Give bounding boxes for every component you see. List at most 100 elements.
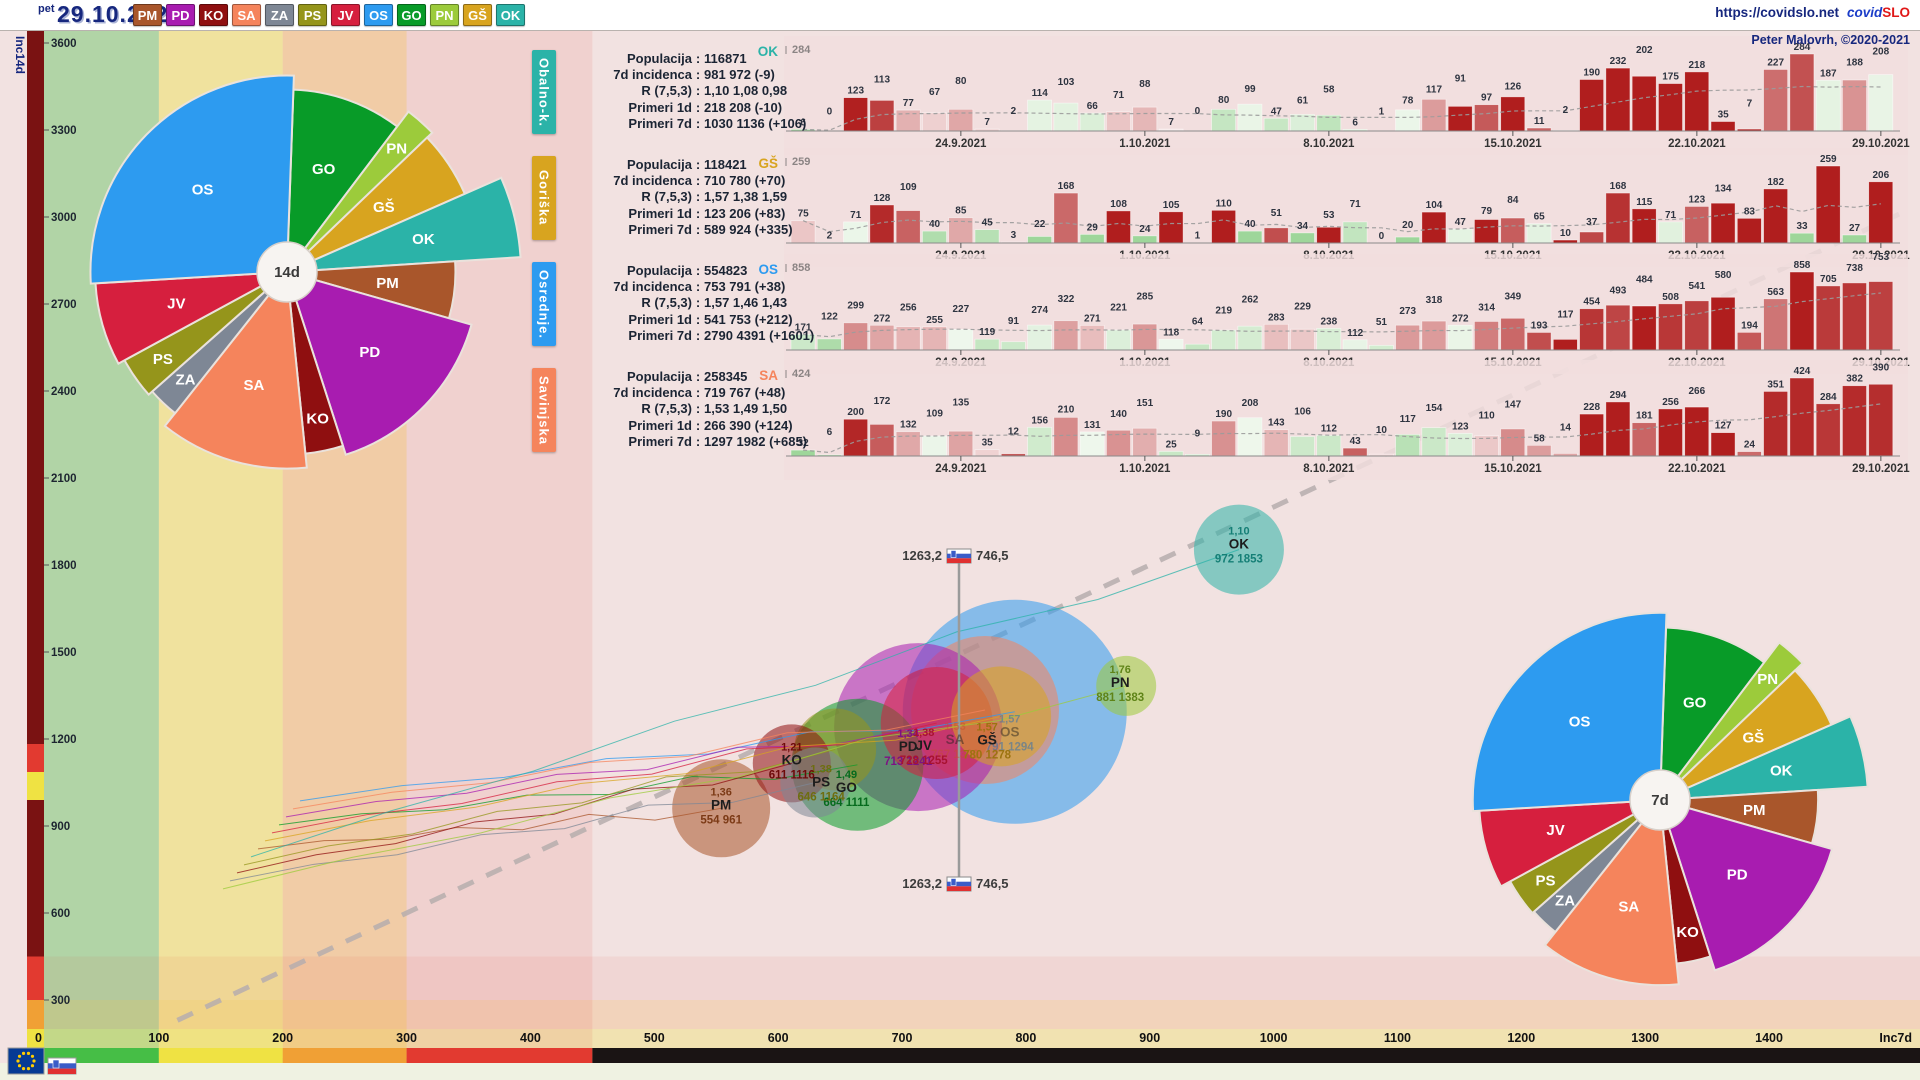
bar-SA-24[interactable]: [1421, 427, 1447, 457]
pie-slice-OK[interactable]: [286, 176, 522, 273]
bar-SA-23[interactable]: [1395, 434, 1421, 457]
bar-GŠ-38[interactable]: [1789, 232, 1815, 244]
bar-OK-17[interactable]: [1237, 103, 1263, 132]
pie-slice-PN[interactable]: [286, 110, 434, 273]
bar-OS-31[interactable]: [1605, 304, 1631, 351]
bar-OK-40[interactable]: [1842, 79, 1867, 132]
bar-GŠ-16[interactable]: [1211, 209, 1237, 244]
bar-GŠ-37[interactable]: [1763, 188, 1789, 244]
bar-SA-19[interactable]: [1290, 436, 1315, 457]
bar-OK-25[interactable]: [1447, 105, 1473, 132]
bar-OK-27[interactable]: [1500, 96, 1526, 132]
bar-SA-34[interactable]: [1684, 406, 1710, 457]
pie-slice-SA[interactable]: [1543, 797, 1680, 987]
bar-OS-22[interactable]: [1368, 345, 1394, 351]
bar-GŠ-11[interactable]: [1079, 234, 1105, 244]
bar-SA-13[interactable]: [1132, 427, 1158, 457]
bar-GŠ-20[interactable]: [1316, 226, 1342, 244]
bar-SA-9[interactable]: [1027, 426, 1053, 457]
bar-SA-7[interactable]: [974, 449, 1000, 457]
bar-SA-38[interactable]: [1789, 377, 1815, 457]
region-chip-PD[interactable]: PD: [166, 4, 195, 26]
bar-OS-38[interactable]: [1789, 271, 1815, 351]
bar-GŠ-27[interactable]: [1500, 217, 1526, 244]
bar-OS-11[interactable]: [1079, 325, 1105, 351]
bar-SA-16[interactable]: [1211, 420, 1237, 457]
region-chip-PN[interactable]: PN: [430, 4, 459, 26]
bar-GŠ-14[interactable]: [1158, 211, 1184, 244]
bar-OS-14[interactable]: [1158, 338, 1184, 351]
pie-slice-SA[interactable]: [163, 269, 308, 470]
bar-OK-23[interactable]: [1395, 109, 1421, 132]
bar-GŠ-10[interactable]: [1053, 192, 1079, 244]
bar-OS-9[interactable]: [1027, 324, 1053, 351]
bar-SA-33[interactable]: [1658, 408, 1683, 457]
bar-OK-10[interactable]: [1053, 102, 1079, 132]
bar-OS-5[interactable]: [922, 326, 947, 351]
region-chip-ZA[interactable]: ZA: [265, 4, 294, 26]
bar-OS-21[interactable]: [1342, 339, 1368, 351]
pie-slice-GO[interactable]: [1658, 626, 1766, 804]
bar-SA-14[interactable]: [1158, 451, 1184, 457]
bar-SA-5[interactable]: [922, 435, 947, 457]
bar-OS-13[interactable]: [1132, 323, 1158, 351]
bar-GŠ-26[interactable]: [1474, 219, 1499, 244]
bar-SA-3[interactable]: [869, 424, 895, 457]
bar-OK-37[interactable]: [1763, 69, 1789, 132]
region-chip-OK[interactable]: OK: [496, 4, 525, 26]
bar-SA-37[interactable]: [1763, 391, 1789, 457]
bar-OS-37[interactable]: [1763, 298, 1789, 351]
bar-OK-19[interactable]: [1290, 114, 1315, 132]
bar-GŠ-41[interactable]: [1868, 181, 1894, 244]
bar-GŠ-5[interactable]: [922, 230, 947, 244]
bar-OK-24[interactable]: [1421, 98, 1447, 132]
region-chip-OS[interactable]: OS: [364, 4, 393, 26]
pie-slice-PN[interactable]: [1659, 641, 1805, 801]
site-url[interactable]: https://covidslo.net covidSLO: [1715, 5, 1910, 20]
region-chip-JV[interactable]: JV: [331, 4, 360, 26]
bar-OS-4[interactable]: [895, 326, 921, 351]
bar-OS-27[interactable]: [1500, 317, 1526, 351]
bar-OS-34[interactable]: [1684, 300, 1710, 351]
bar-OS-8[interactable]: [1000, 341, 1026, 351]
bar-OK-12[interactable]: [1106, 111, 1131, 132]
bar-OK-35[interactable]: [1710, 121, 1736, 132]
bar-GŠ-39[interactable]: [1815, 165, 1841, 244]
region-chip-GŠ[interactable]: GŠ: [463, 4, 492, 26]
bar-OK-9[interactable]: [1027, 99, 1053, 132]
bar-OS-28[interactable]: [1526, 332, 1552, 351]
bar-OS-30[interactable]: [1579, 308, 1605, 351]
region-chip-PS[interactable]: PS: [298, 4, 327, 26]
bar-OS-26[interactable]: [1474, 321, 1499, 351]
bar-SA-35[interactable]: [1710, 432, 1736, 457]
bar-OS-15[interactable]: [1184, 343, 1210, 351]
panel-tab[interactable]: Osrednje.: [532, 262, 556, 346]
bar-GŠ-33[interactable]: [1658, 221, 1683, 244]
bar-OS-6[interactable]: [948, 329, 974, 351]
bar-SA-41[interactable]: [1868, 383, 1894, 457]
bar-SA-21[interactable]: [1342, 447, 1368, 457]
bar-OS-32[interactable]: [1631, 305, 1657, 351]
bar-OS-7[interactable]: [974, 338, 1000, 351]
bar-OS-24[interactable]: [1421, 320, 1447, 351]
bar-GŠ-2[interactable]: [843, 221, 869, 244]
pie-slice-GO[interactable]: [285, 88, 399, 276]
bar-OK-34[interactable]: [1684, 71, 1710, 132]
bar-OS-1[interactable]: [816, 338, 842, 351]
bar-OK-16[interactable]: [1211, 108, 1237, 132]
bar-GŠ-19[interactable]: [1290, 232, 1315, 244]
bar-OK-2[interactable]: [843, 97, 869, 132]
bar-SA-39[interactable]: [1815, 403, 1841, 457]
bar-OK-13[interactable]: [1132, 106, 1158, 132]
bar-OS-35[interactable]: [1710, 296, 1736, 351]
bar-SA-31[interactable]: [1605, 401, 1631, 457]
bar-GŠ-4[interactable]: [895, 210, 921, 244]
bar-GŠ-12[interactable]: [1106, 210, 1131, 244]
panel-tab[interactable]: Obalno-k.: [532, 50, 556, 134]
bar-OK-41[interactable]: [1868, 74, 1894, 132]
bar-OK-5[interactable]: [922, 112, 947, 132]
bar-GŠ-35[interactable]: [1710, 202, 1736, 244]
bar-OS-12[interactable]: [1106, 329, 1131, 351]
bar-SA-20[interactable]: [1316, 435, 1342, 457]
pie-slice-OS[interactable]: [89, 74, 295, 285]
